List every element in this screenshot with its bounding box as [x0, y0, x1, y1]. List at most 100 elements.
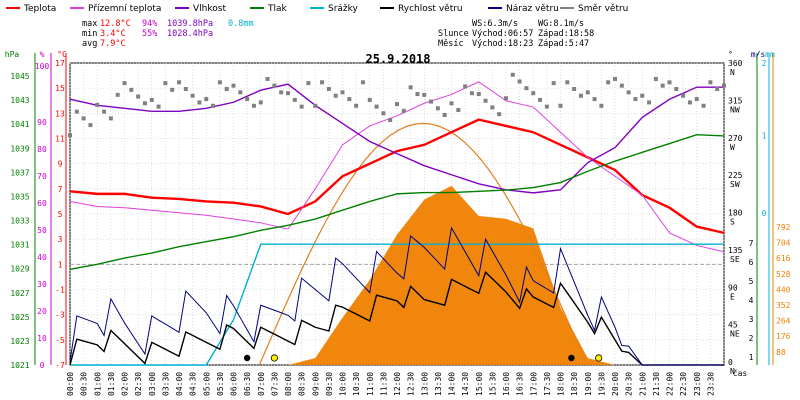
wind-direction-point — [279, 90, 284, 95]
wind-direction-point — [619, 83, 624, 88]
time-tick: 19:30 — [597, 372, 606, 396]
wind-direction-point — [190, 93, 195, 98]
humidity-tick: 20 — [37, 307, 47, 316]
direction-degree-tick: 225 — [728, 171, 743, 180]
time-tick: 11:30 — [379, 372, 388, 396]
humidity-unit: % — [40, 50, 45, 59]
humidity-tick: 70 — [37, 172, 47, 181]
wind-direction-point — [551, 81, 556, 86]
wind-direction-point — [292, 97, 297, 102]
wind-direction-point — [681, 93, 686, 98]
wind-direction-point — [572, 87, 577, 92]
temperature-tick: 1 — [58, 260, 63, 269]
time-tick: 05:00 — [202, 372, 211, 396]
wind-direction-point — [170, 87, 175, 92]
wind-direction-point — [497, 112, 502, 117]
wind-direction-point — [578, 93, 583, 98]
stat-moonset: Západ:5:47 — [538, 39, 589, 49]
temperature-tick: 11 — [55, 135, 65, 144]
sunrise-marker — [270, 354, 278, 362]
wind-direction-point — [449, 101, 454, 106]
wind-direction-point — [306, 81, 311, 86]
wind-direction-point — [435, 106, 440, 111]
time-tick: 17:00 — [529, 372, 538, 396]
legend-label: Teplota — [23, 4, 56, 14]
humidity-tick: 50 — [37, 226, 47, 235]
pressure-tick: 1039 — [10, 144, 29, 153]
humidity-tick: 40 — [37, 253, 47, 262]
wind-direction-point — [408, 85, 413, 90]
solar-tick: 616 — [776, 254, 791, 263]
wind-direction-point — [129, 87, 134, 92]
time-tick: 10:00 — [339, 372, 348, 396]
legend-label: Přízemní teplota — [88, 4, 161, 14]
direction-compass-tick: NW — [730, 105, 740, 114]
wind-direction-point — [102, 109, 107, 114]
pressure-tick: 1041 — [10, 120, 29, 129]
rain-tick: 2 — [762, 59, 767, 68]
pressure-tick: 1025 — [10, 313, 29, 322]
wind-direction-point — [490, 105, 495, 110]
pressure-tick: 1045 — [10, 72, 29, 81]
wind-direction-point — [354, 103, 359, 108]
time-tick: 11:00 — [366, 372, 375, 396]
pressure-tick: 1033 — [10, 217, 29, 226]
wind-direction-point — [374, 104, 379, 109]
chart-title: 25.9.2018 — [365, 52, 430, 66]
wind-direction-point — [381, 111, 386, 116]
pressure-tick: 1043 — [10, 96, 29, 105]
rain-tick: 0 — [762, 209, 767, 218]
time-tick: 05:30 — [216, 372, 225, 396]
time-tick: 15:30 — [488, 372, 497, 396]
wind-direction-point — [674, 87, 679, 92]
time-tick: 03:00 — [148, 372, 157, 396]
wind-direction-point — [177, 80, 181, 85]
pressure-tick: 1035 — [10, 192, 29, 201]
wind-direction-point — [81, 116, 86, 121]
direction-degree-tick: 0 — [728, 358, 733, 367]
stats-panel: max 12.8°C 94% 1039.8hPa 0.8mm min 3.4°C 55% 102… — [82, 19, 594, 49]
wind-direction-point — [95, 102, 100, 107]
solar-tick: 792 — [776, 223, 791, 232]
stat-avg-temp: 7.9°C — [100, 39, 126, 49]
stat-sunrise: Východ:06:57 — [472, 29, 533, 39]
direction-unit: ° — [728, 50, 733, 59]
stat-max-label: max — [82, 19, 97, 29]
time-tick: 17:30 — [543, 372, 552, 396]
wind-direction-point — [694, 97, 699, 102]
direction-compass-tick: N — [730, 68, 735, 77]
temperature-tick: 15 — [55, 84, 65, 93]
sunset-marker — [595, 354, 603, 362]
series-vlhkost — [69, 83, 724, 194]
series-srážky — [70, 243, 724, 366]
mm-unit: mm — [765, 50, 775, 59]
time-tick: 12:30 — [407, 372, 416, 396]
wind-direction-point — [88, 123, 93, 128]
wind-direction-point — [122, 81, 127, 86]
wind-direction-point — [640, 93, 645, 98]
wind-direction-point — [647, 100, 652, 105]
wind-speed-tick: 3 — [749, 315, 754, 324]
wind-direction-point — [517, 79, 522, 84]
wind-direction-point — [463, 84, 468, 89]
pressure-tick: 1023 — [10, 337, 29, 346]
humidity-tick: 30 — [37, 280, 47, 289]
wind-speed-tick: 5 — [749, 277, 754, 286]
wind-direction-point — [483, 98, 488, 103]
wind-direction-point — [544, 104, 549, 109]
wind-direction-point — [510, 72, 515, 77]
solar-tick: 352 — [776, 301, 791, 310]
legend-label: Směr větru — [578, 4, 628, 14]
humidity-tick: 0 — [40, 361, 45, 370]
wind-direction-point — [183, 87, 188, 92]
wind-direction-point — [606, 80, 611, 85]
wind-direction-point — [320, 80, 325, 85]
temperature-tick: -5 — [55, 336, 65, 345]
humidity-tick: 100 — [35, 62, 50, 71]
wind-direction-point — [197, 100, 202, 105]
wind-direction-point — [265, 76, 270, 81]
pressure-tick: 1037 — [10, 168, 29, 177]
series-tlak — [69, 134, 725, 271]
series-přízemní-teplota — [69, 81, 725, 253]
time-tick: 06:00 — [230, 372, 239, 396]
